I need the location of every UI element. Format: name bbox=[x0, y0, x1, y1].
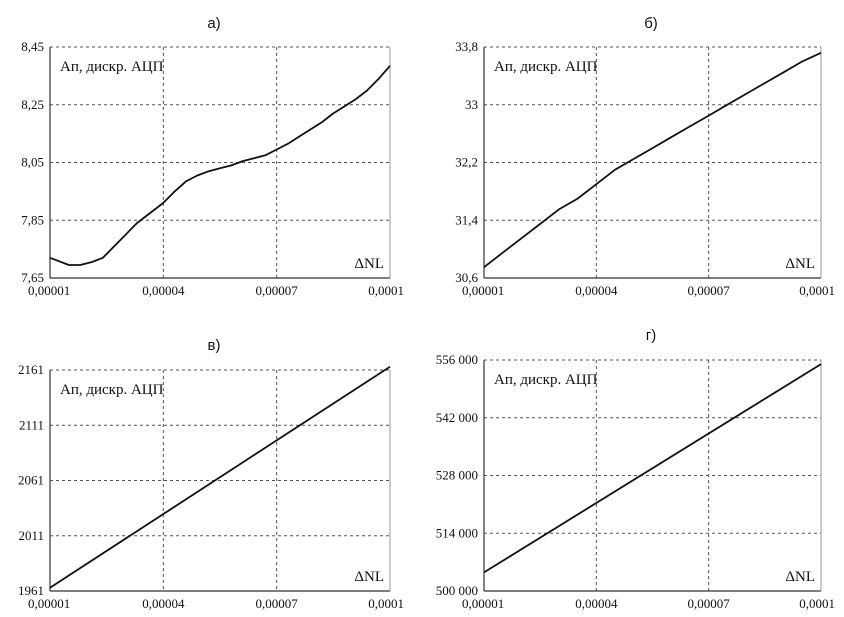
y-tick-label: 33,8 bbox=[455, 39, 478, 54]
series-line bbox=[483, 363, 822, 574]
series-line bbox=[483, 51, 822, 268]
annotation-label: Ап, дискр. АЦП bbox=[494, 372, 598, 388]
x-tick-label: 0,00007 bbox=[688, 596, 731, 611]
x-tick-label: 0,00001 bbox=[462, 596, 504, 611]
x-tick-label: 0,00001 bbox=[462, 283, 504, 298]
y-tick-label: 2111 bbox=[19, 417, 44, 432]
panel-label: в) bbox=[208, 337, 221, 354]
x-tick-label: 0,0001 bbox=[799, 596, 835, 611]
x-tick-label: 0,00007 bbox=[256, 596, 299, 611]
series-line bbox=[49, 365, 391, 589]
x-tick-label: 0,00001 bbox=[28, 283, 70, 298]
y-tick-label: 556 000 bbox=[436, 352, 478, 367]
y-tick-label: 30,6 bbox=[455, 270, 478, 285]
x-tick-label: 0,00001 bbox=[28, 596, 70, 611]
x-tick-label: 0,00004 bbox=[575, 596, 618, 611]
x-tick-label: 0,00004 bbox=[142, 283, 185, 298]
x-axis-label: ΔNL bbox=[785, 256, 815, 272]
x-tick-label: 0,0001 bbox=[368, 596, 404, 611]
y-tick-label: 500 000 bbox=[436, 583, 478, 598]
y-tick-label: 2011 bbox=[18, 528, 44, 543]
y-tick-label: 2061 bbox=[18, 473, 44, 488]
y-tick-label: 7,85 bbox=[21, 212, 44, 227]
x-tick-label: 0,0001 bbox=[368, 283, 404, 298]
panel-label: а) bbox=[207, 15, 220, 32]
x-tick-label: 0,00004 bbox=[575, 283, 618, 298]
y-tick-label: 542 000 bbox=[436, 410, 478, 425]
y-tick-label: 8,45 bbox=[21, 39, 44, 54]
y-tick-label: 8,25 bbox=[21, 97, 44, 112]
x-axis-label: ΔNL bbox=[354, 569, 384, 585]
y-tick-label: 1961 bbox=[18, 583, 44, 598]
y-tick-label: 33 bbox=[465, 97, 478, 112]
y-tick-label: 528 000 bbox=[436, 468, 478, 483]
panel-label: г) bbox=[646, 327, 656, 344]
y-tick-label: 7,65 bbox=[21, 270, 44, 285]
y-tick-label: 8,05 bbox=[21, 155, 44, 170]
y-tick-label: 31,4 bbox=[455, 212, 478, 227]
chart-panel-3: г) 500 000 514 000 528 000 542 000 556 000 0,0… bbox=[436, 327, 835, 611]
series-line bbox=[49, 65, 391, 266]
chart-panel-2: в) 1961 2011 2061 2111 2161 0,00001 0,00004 0,00… bbox=[18, 337, 404, 611]
panel-label: б) bbox=[644, 15, 658, 32]
annotation-label: Ап, дискр. АЦП bbox=[60, 382, 164, 398]
x-tick-label: 0,0001 bbox=[799, 283, 835, 298]
y-tick-label: 32,2 bbox=[455, 155, 478, 170]
x-axis-label: ΔNL bbox=[354, 256, 384, 272]
x-tick-label: 0,00007 bbox=[256, 283, 299, 298]
annotation-label: Ап, дискр. АЦП bbox=[494, 59, 598, 75]
y-tick-label: 2161 bbox=[18, 362, 44, 377]
chart-panel-0: а) 7,65 7,85 8,05 8,25 8,45 0,00001 0,00004 0,00… bbox=[21, 15, 404, 298]
x-tick-label: 0,00007 bbox=[688, 283, 731, 298]
y-tick-label: 514 000 bbox=[436, 525, 478, 540]
x-tick-label: 0,00004 bbox=[142, 596, 185, 611]
annotation-label: Ап, дискр. АЦП bbox=[60, 59, 164, 75]
chart-panel-1: б) 30,6 31,4 32,2 33 33,8 0,00001 0,00004 0,0000… bbox=[455, 15, 835, 298]
x-axis-label: ΔNL bbox=[785, 569, 815, 585]
